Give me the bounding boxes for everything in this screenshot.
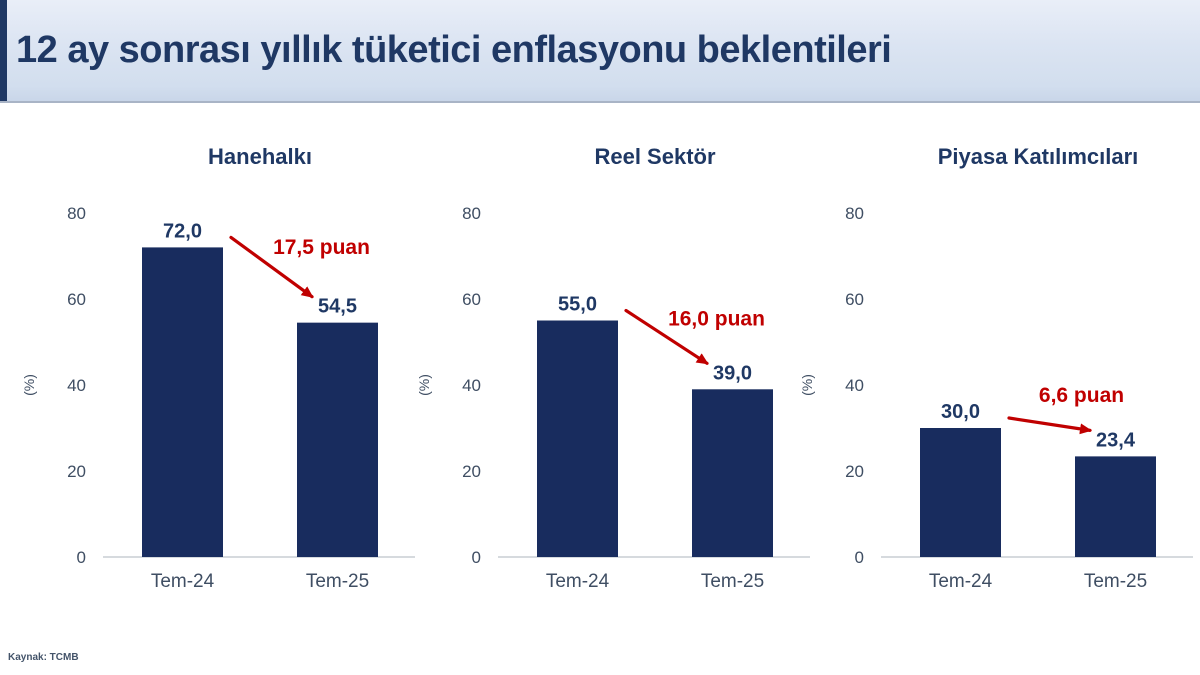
slide-title: 12 ay sonrası yıllık tüketici enflasyonu… [16,29,892,71]
change-label: 6,6 puan [1039,384,1124,407]
y-tick-label: 40 [845,376,864,395]
change-arrow [229,235,314,299]
value-label: 23,4 [1096,429,1136,451]
chart-panel-reel-sektor: Reel Sektör 0 20 40 60 80 (%) 55,0 Tem-24 39,0 Te… [415,130,810,630]
chart-canvas: 0 20 40 60 80 (%) 30,0 Tem-24 23,4 Tem-25 6,6 puan [799,204,1193,592]
category-label: Tem-24 [546,571,610,592]
slide-header: 12 ay sonrası yıllık tüketici enflasyonu… [0,0,1200,103]
change-label: 16,0 puan [668,307,765,330]
y-tick-label: 40 [67,376,86,395]
chart-panel-hanehalki: Hanehalkı 0 20 40 60 80 (%) 72,0 Tem-24 54,5 Tem-… [20,130,415,630]
category-label: Tem-25 [701,571,764,592]
chart-title: Reel Sektör [594,144,716,169]
y-tick-label: 80 [67,204,86,223]
y-axis-unit-label: (%) [21,374,37,396]
category-label: Tem-24 [929,571,993,592]
chart-title: Hanehalkı [208,144,312,169]
bar-Tem-25 [1075,456,1156,557]
change-arrow [1007,416,1092,435]
bar-Tem-24 [920,428,1001,557]
y-tick-label: 20 [67,462,86,481]
y-tick-label: 0 [855,548,864,567]
value-label: 72,0 [163,220,202,242]
bar-Tem-25 [297,322,378,557]
y-tick-label: 20 [845,462,864,481]
bar-Tem-24 [537,320,618,557]
category-label: Tem-24 [151,571,215,592]
category-label: Tem-25 [306,571,369,592]
header-accent-bar [0,0,7,101]
category-label: Tem-25 [1084,571,1147,592]
value-label: 30,0 [941,401,980,423]
y-tick-label: 80 [845,204,864,223]
y-tick-label: 20 [462,462,481,481]
y-tick-label: 80 [462,204,481,223]
chart-title: Piyasa Katılımcıları [937,144,1139,169]
source-note: Kaynak: TCMB [8,652,79,663]
y-axis-unit-label: (%) [416,374,432,396]
value-label: 55,0 [558,294,597,316]
y-tick-label: 60 [845,290,864,309]
value-label: 39,0 [713,362,752,384]
y-axis-unit-label: (%) [799,374,815,396]
y-tick-label: 0 [77,548,86,567]
chart-canvas: 0 20 40 60 80 (%) 55,0 Tem-24 39,0 Tem-25 16,0 pua… [416,204,810,592]
y-tick-label: 60 [67,290,86,309]
bar-Tem-24 [142,247,223,557]
y-tick-label: 40 [462,376,481,395]
value-label: 54,5 [318,296,357,318]
chart-canvas: 0 20 40 60 80 (%) 72,0 Tem-24 54,5 Tem-25 17,5 pua… [21,204,415,592]
change-label: 17,5 puan [273,236,370,259]
chart-panel-piyasa-katilimcilari: Piyasa Katılımcıları 0 20 40 60 80 (%) 30,0 Tem… [798,130,1193,630]
bar-Tem-25 [692,389,773,557]
y-tick-label: 60 [462,290,481,309]
change-arrow [624,308,709,365]
y-tick-label: 0 [472,548,481,567]
